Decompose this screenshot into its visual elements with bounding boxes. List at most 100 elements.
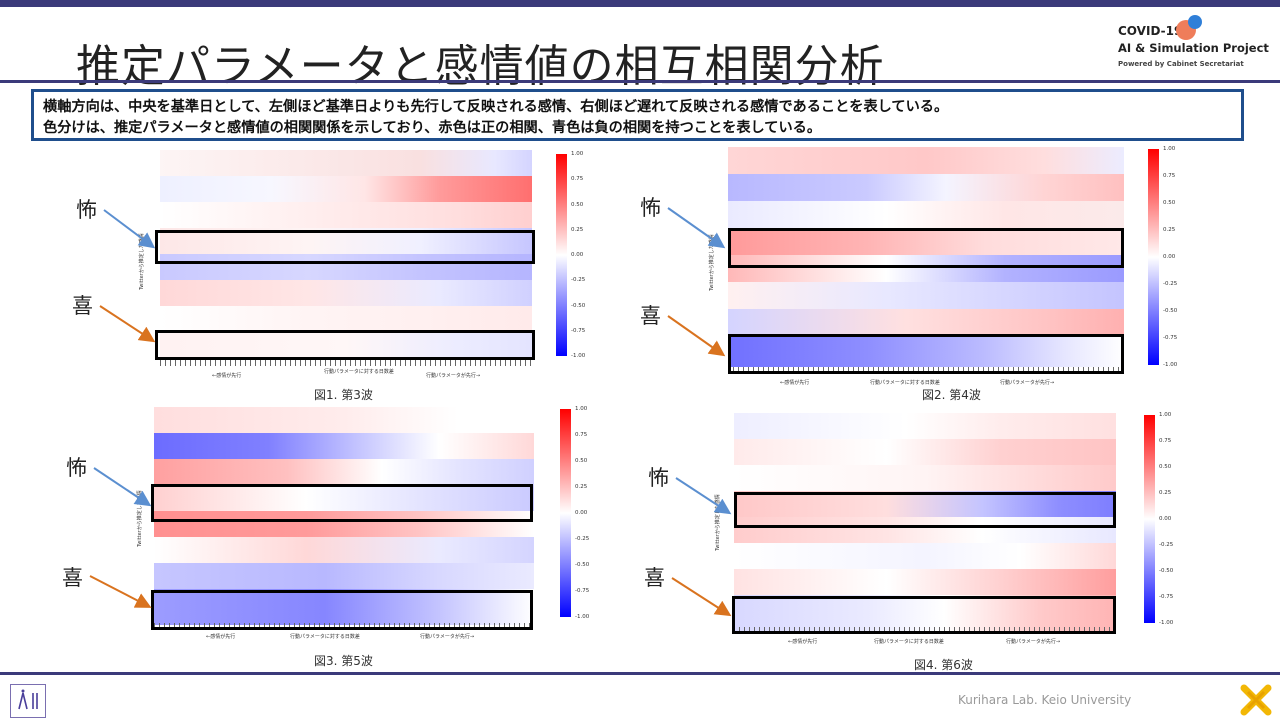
colorbar-tick-label: 0.00: [1163, 254, 1176, 260]
heatmap-row: [160, 280, 532, 306]
logo-dot-blue: [1188, 15, 1202, 29]
x-left-note: ←感情が先行: [780, 380, 810, 386]
heatmap-row: [160, 332, 532, 360]
explanation-line-1: 横軸方向は、中央を基準日として、左側ほど基準日よりも先行して反映される感情、右側…: [43, 99, 949, 115]
colorbar-tick-label: 0.00: [1159, 516, 1172, 522]
covid-ai-logo: COVID-19 AI & Simulation Project Powered…: [1118, 15, 1278, 72]
colorbar-tick-label: 0.75: [575, 432, 588, 438]
heatmap-row: [728, 147, 1124, 174]
heatmap-row: [728, 174, 1124, 201]
heatmap-3: [154, 407, 534, 625]
heatmap-row: [734, 439, 1116, 465]
joy-label-1: 喜: [72, 294, 93, 318]
heatmap-row: [728, 228, 1124, 255]
colorbar: [1144, 415, 1155, 623]
fear-label-1: 怖: [76, 198, 97, 222]
x-axis-label: 行動パラメータに対する日数差: [870, 380, 940, 386]
bottom-divider: [0, 672, 1280, 675]
heatmap-row: [728, 336, 1124, 367]
fear-label-2: 怖: [640, 196, 661, 220]
y-axis-label: Twitterから推定した感情: [715, 494, 721, 551]
heatmap-row: [160, 254, 532, 280]
x-axis-label: 行動パラメータに対する日数差: [324, 369, 394, 375]
footer-credit: Kurihara Lab. Keio University: [958, 693, 1132, 707]
colorbar-tick-label: -0.50: [1163, 308, 1178, 314]
x-left-note: ←感情が先行: [212, 373, 242, 379]
logo-line-1: COVID-19: [1118, 24, 1183, 38]
colorbar-tick-label: 0.25: [1163, 227, 1176, 233]
page-title: 推定パラメータと感情値の相互相関分析: [76, 41, 885, 92]
figure-4-caption: 図4. 第6波: [914, 658, 973, 672]
colorbar-tick-label: -0.75: [571, 327, 586, 334]
colorbar-tick-label: 0.25: [571, 226, 584, 233]
colorbar-tick-label: -1.00: [1159, 620, 1174, 626]
lab-logo: [10, 684, 46, 718]
joy-label-3: 喜: [62, 566, 83, 590]
joy-highlight-box-3: [151, 590, 533, 630]
x-axis-ticks: [728, 367, 1124, 373]
explanation-line-2: 色分けは、推定パラメータと感情値の相関関係を示しており、赤色は正の相関、青色は負…: [43, 120, 822, 136]
colorbar-tick-label: 1.00: [571, 151, 584, 157]
heatmap-row: [728, 201, 1124, 228]
heatmap-row: [154, 537, 534, 563]
x-left-note: ←感情が先行: [206, 634, 236, 640]
x-right-note: 行動パラメータが先行→: [420, 634, 475, 640]
x-right-note: 行動パラメータが先行→: [1000, 380, 1055, 386]
colorbar-tick-label: -0.25: [1159, 542, 1174, 548]
heatmap-row: [160, 150, 532, 176]
x-axis-label: 行動パラメータに対する日数差: [290, 634, 360, 640]
colorbar: [556, 154, 567, 356]
logo-line-2: AI & Simulation Project: [1118, 41, 1269, 55]
heatmap-row: [728, 255, 1124, 282]
heatmap-row: [728, 309, 1124, 336]
colorbar-tick-label: -0.25: [575, 536, 590, 542]
x-axis-ticks: [734, 627, 1116, 633]
joy-label-4: 喜: [644, 566, 665, 590]
colorbar-tick-label: 0.75: [1159, 438, 1172, 444]
figure-1: Twitterから推定した感情 ←感情が先行 行動パラメータに対する日数差 行動…: [130, 150, 590, 400]
joy-highlight-box-1: [155, 330, 535, 360]
colorbar-tick-label: 1.00: [1163, 146, 1176, 152]
fear-highlight-box-3: [151, 484, 533, 522]
colorbar-tick-label: 0.25: [1159, 490, 1172, 496]
colorbar-tick-label: -0.25: [571, 277, 586, 284]
figure-2-caption: 図2. 第4波: [922, 388, 981, 402]
heatmap-row: [154, 589, 534, 625]
figure-3: Twitterから推定した感情 ←感情が先行 行動パラメータに対する日数差 行動…: [130, 405, 590, 655]
heatmap-row: [734, 491, 1116, 517]
heatmap-row: [154, 407, 534, 433]
heatmap-row: [154, 485, 534, 511]
colorbar: [560, 409, 571, 617]
colorbar-tick-label: -0.50: [571, 302, 586, 309]
colorbar-tick-label: 0.75: [571, 176, 584, 183]
y-axis-label: Twitterから推定した感情: [139, 233, 145, 290]
colorbar-tick-label: 0.50: [1163, 200, 1176, 206]
heatmap-row: [734, 569, 1116, 595]
colorbar-tick-label: -0.50: [575, 562, 590, 568]
title-divider: [0, 80, 1280, 83]
x-right-note: 行動パラメータが先行→: [1006, 639, 1061, 645]
heatmap-row: [160, 202, 532, 228]
colorbar-tick-label: -0.50: [1159, 568, 1174, 574]
colorbar-tick-label: 0.00: [571, 252, 584, 258]
colorbar-tick-label: 1.00: [1159, 412, 1172, 418]
heatmap-row: [160, 306, 532, 332]
colorbar-tick-label: 0.50: [1159, 464, 1172, 470]
heatmap-row: [734, 517, 1116, 543]
heatmap-row: [154, 433, 534, 459]
heatmap-row: [734, 595, 1116, 631]
fear-label-4: 怖: [648, 466, 669, 490]
colorbar-tick-label: -1.00: [575, 614, 590, 620]
heatmap-row: [154, 511, 534, 537]
colorbar-tick-label: 0.75: [1163, 173, 1176, 179]
heatmap-2: [728, 147, 1124, 367]
joy-highlight-box-2: [728, 334, 1124, 374]
joy-highlight-box-4: [732, 596, 1116, 634]
figure-1-caption: 図1. 第3波: [314, 388, 373, 402]
colorbar-tick-label: -0.75: [1163, 335, 1178, 341]
heatmap-row: [154, 563, 534, 589]
fear-highlight-box-2: [728, 228, 1124, 268]
x-logo-icon: [1240, 684, 1272, 716]
colorbar-tick-label: -1.00: [1163, 362, 1178, 368]
fear-highlight-box-4: [734, 492, 1116, 528]
